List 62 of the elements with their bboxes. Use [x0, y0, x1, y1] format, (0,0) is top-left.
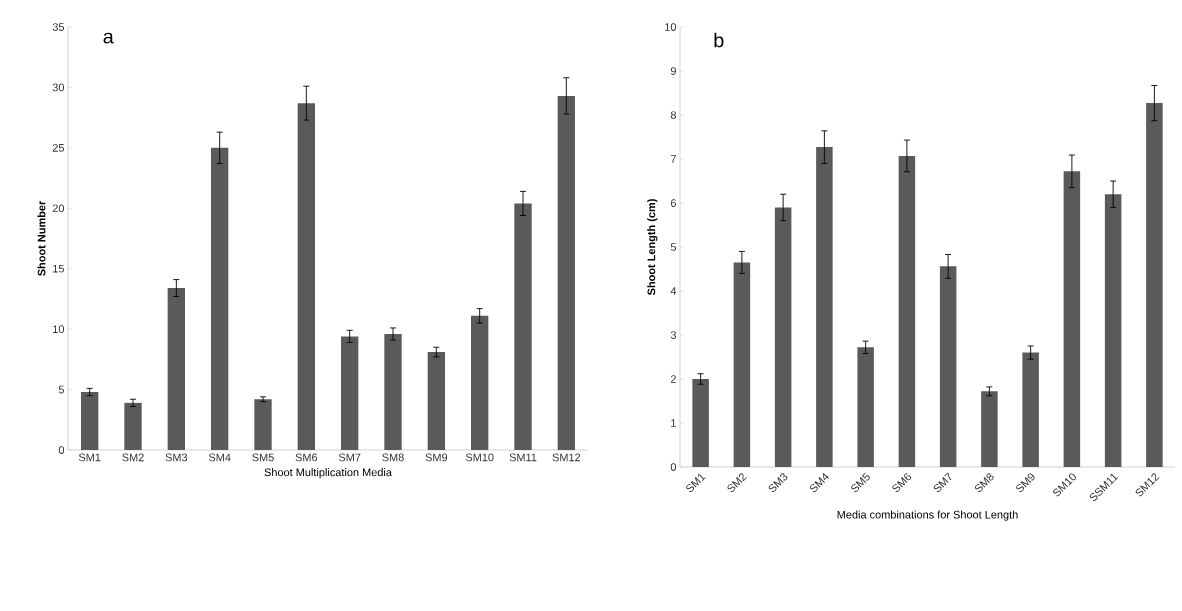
bar	[898, 155, 916, 467]
y-tick-label: 10	[665, 23, 677, 31]
y-axis-title: Shoot Length (cm)	[647, 199, 658, 296]
bar	[81, 391, 99, 450]
y-tick-label: 15	[53, 264, 65, 273]
x-tick-label: SM8	[382, 453, 404, 462]
annotation: a	[103, 32, 114, 44]
bar	[939, 266, 957, 467]
y-tick-label: 10	[53, 325, 65, 334]
bar	[557, 95, 576, 450]
bar	[211, 147, 229, 450]
x-tick-label: SM9	[425, 453, 448, 462]
bar	[857, 347, 874, 467]
bar	[384, 333, 402, 450]
bar	[1022, 352, 1039, 467]
x-tick-label: SM3	[165, 453, 188, 462]
bar	[124, 402, 142, 450]
y-tick-label: 9	[670, 67, 676, 75]
x-tick-label: SM6	[295, 453, 318, 462]
x-tick-label: SM7	[338, 453, 361, 462]
x-tick-label: SM2	[122, 453, 144, 462]
bar	[1104, 194, 1122, 467]
y-tick-label: 35	[52, 23, 65, 31]
x-axis-title: Shoot Multiplication Media	[264, 468, 392, 479]
y-tick-label: 8	[670, 111, 676, 119]
y-tick-label: 25	[52, 143, 65, 152]
bar	[427, 352, 445, 450]
bar	[1146, 103, 1163, 467]
bar	[733, 262, 751, 467]
x-tick-label: SM1	[78, 453, 101, 462]
x-tick-label: SM1	[686, 473, 706, 493]
bar	[514, 203, 532, 450]
y-tick-label: 4	[670, 287, 677, 295]
y-tick-label: 1	[671, 419, 676, 427]
y-tick-label: 0	[58, 446, 65, 454]
y-tick-label: 6	[670, 199, 676, 207]
y-tick-label: 5	[58, 385, 65, 394]
bar	[1063, 171, 1081, 467]
x-axis-title: Media combinations for Shoot Length	[837, 510, 1018, 521]
bar	[692, 379, 709, 467]
bar	[816, 147, 833, 467]
y-tick-label: 2	[670, 375, 676, 383]
y-tick-label: 30	[52, 83, 65, 92]
x-tick-label: SM4	[208, 453, 231, 462]
bar	[981, 391, 998, 467]
bar	[341, 336, 359, 450]
bar	[254, 399, 272, 450]
x-tick-label: SM5	[252, 453, 274, 462]
bar	[774, 207, 792, 467]
y-tick-label: 5	[670, 243, 677, 251]
y-tick-label: 20	[52, 204, 65, 213]
y-tick-label: 0	[670, 463, 677, 471]
x-tick-label: SM10	[465, 453, 494, 462]
bar	[297, 103, 315, 450]
x-tick-label: SM12	[552, 453, 581, 462]
y-tick-label: 7	[670, 155, 676, 163]
annotation: b	[714, 32, 724, 48]
x-tick-label: SM11	[509, 453, 537, 462]
y-tick-label: 3	[670, 331, 676, 339]
bar	[167, 288, 185, 450]
y-axis-title: Shoot Number	[37, 200, 46, 276]
bar	[471, 315, 489, 450]
